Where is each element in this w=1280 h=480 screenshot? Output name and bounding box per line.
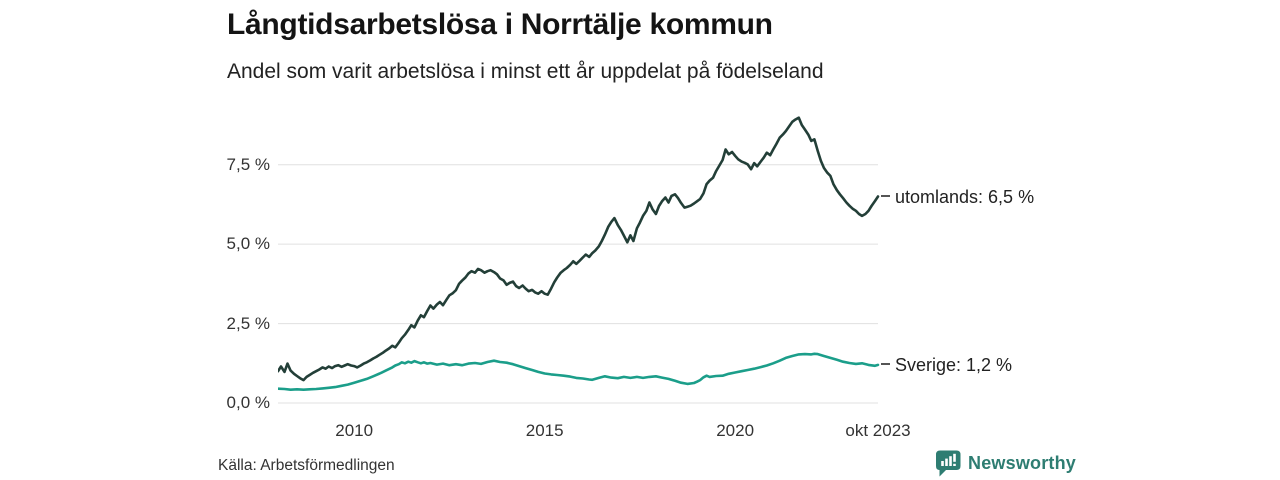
chart-title: Långtidsarbetslösa i Norrtälje kommun: [227, 8, 773, 41]
newsworthy-logo: Newsworthy: [936, 450, 1076, 477]
x-tick-label: 2010: [335, 421, 374, 440]
source-caption: Källa: Arbetsförmedlingen: [218, 457, 395, 474]
series-label-sverige: Sverige: 1,2 %: [881, 353, 1012, 377]
y-tick-label: 7,5 %: [226, 154, 270, 174]
line-Sverige: [278, 352, 880, 392]
series-label-sverige-text: Sverige: 1,2 %: [895, 354, 1013, 375]
x-tick-label: okt 2023: [845, 421, 911, 440]
y-tick-label: 0,0 %: [226, 393, 270, 412]
y-tick-label: 2,5 %: [226, 313, 270, 333]
leader-dash-icon: [881, 194, 890, 197]
chart-subtitle: Andel som varit arbetslösa i minst ett å…: [227, 60, 824, 83]
x-tick-label: 2015: [525, 421, 564, 440]
y-tick-label: 5,0 %: [226, 234, 270, 254]
x-tick-label: 2020: [716, 421, 755, 440]
leader-dash-icon: [881, 363, 890, 366]
newsworthy-logo-text: Newsworthy: [968, 453, 1077, 473]
plot-area: [278, 116, 880, 404]
series-label-utomlands-text: utomlands: 6,5 %: [895, 186, 1035, 207]
line-utomlands: [278, 116, 880, 382]
bar-chart-speech-bubble-icon: [936, 450, 961, 477]
series-label-utomlands: utomlands: 6,5 %: [881, 185, 1034, 209]
